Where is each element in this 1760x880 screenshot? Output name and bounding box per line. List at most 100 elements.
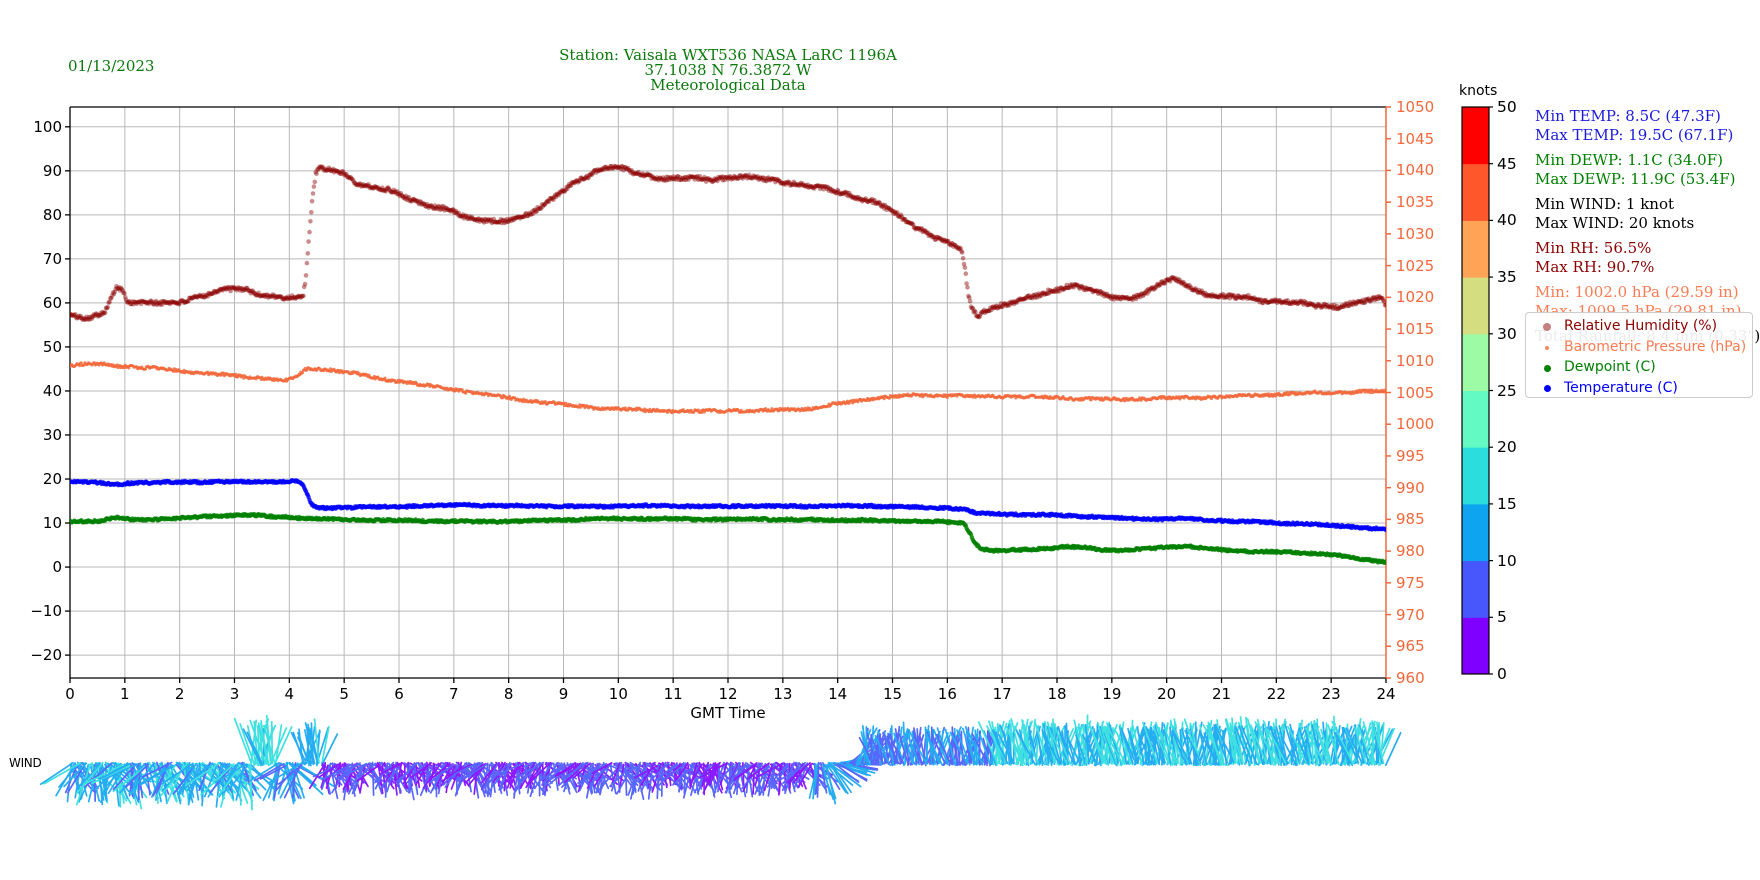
y-right-tick-1030: 1030: [1396, 224, 1435, 243]
chart-title-line1: Station: Vaisala WXT536 NASA LaRC 1196A: [559, 46, 897, 64]
y-left-tick-20: 20: [42, 470, 62, 488]
x-tick-19: 19: [1102, 685, 1122, 703]
y-right-tick-1035: 1035: [1396, 193, 1435, 212]
legend: Relative Humidity (%) Barometric Pressure…: [1525, 312, 1753, 398]
x-tick-18: 18: [1047, 685, 1067, 703]
y-right-tick-980: 980: [1396, 542, 1425, 561]
y-left-tick-100: 100: [33, 117, 62, 136]
wind-colorbar: [1461, 106, 1493, 675]
x-tick-9: 9: [558, 685, 569, 703]
wind-barbs: [39, 714, 1402, 811]
stat-line-3: Max DEWP: 11.9C (53.4F): [1535, 170, 1736, 188]
y-right-tick-1000: 1000: [1396, 415, 1435, 434]
x-tick-11: 11: [663, 685, 683, 703]
legend-item-label: Relative Humidity (%): [1564, 318, 1718, 334]
x-tick-15: 15: [882, 685, 903, 703]
y-right-tick-985: 985: [1396, 510, 1425, 529]
wind-row-label: WIND: [9, 756, 42, 770]
y-left-tick-90: 90: [42, 161, 62, 180]
colorbar-tick-15: 15: [1497, 494, 1517, 513]
chart-title-line2: 37.1038 N 76.3872 W: [644, 61, 812, 79]
y-left-tick--10: −10: [30, 602, 62, 621]
x-tick-17: 17: [992, 685, 1012, 703]
y-right-tick-965: 965: [1396, 637, 1425, 656]
y-right-tick-1025: 1025: [1396, 256, 1435, 275]
colorbar-tick-25: 25: [1497, 381, 1517, 400]
colorbar-tick-20: 20: [1497, 438, 1517, 457]
legend-item-2: Dewpoint (C): [1526, 358, 1752, 378]
date-label: 01/13/2023: [68, 57, 155, 75]
series-3-dots: [70, 478, 1386, 533]
x-tick-4: 4: [284, 685, 295, 703]
y-right-tick-960: 960: [1396, 669, 1425, 687]
stat-line-8: Min: 1002.0 hPa (29.59 in): [1535, 283, 1739, 301]
y-left-tick-60: 60: [42, 293, 62, 312]
y-left-tick--20: −20: [30, 646, 62, 665]
stat-line-4: Min WIND: 1 knot: [1535, 195, 1675, 213]
x-tick-20: 20: [1157, 685, 1177, 703]
y-right-tick-995: 995: [1396, 446, 1425, 465]
x-tick-13: 13: [773, 685, 793, 703]
x-tick-3: 3: [229, 685, 240, 703]
legend-item-0: Relative Humidity (%): [1526, 317, 1752, 337]
x-tick-16: 16: [937, 685, 957, 703]
x-tick-8: 8: [503, 685, 514, 703]
x-tick-21: 21: [1211, 685, 1232, 703]
x-tick-23: 23: [1321, 685, 1341, 703]
legend-item-3: Temperature (C): [1526, 379, 1752, 399]
x-tick-5: 5: [339, 685, 349, 703]
colorbar-tick-10: 10: [1497, 551, 1517, 570]
legend-item-1: Barometric Pressure (hPa): [1526, 338, 1752, 358]
legend-marker-dot-icon: [1543, 364, 1551, 372]
stat-line-7: Max RH: 90.7%: [1535, 258, 1655, 276]
y-right-tick-1005: 1005: [1396, 383, 1435, 402]
series-0-dots: [70, 163, 1386, 323]
colorbar-tick-45: 45: [1497, 154, 1517, 173]
legend-marker-dot-icon: [1543, 385, 1551, 392]
x-tick-7: 7: [449, 685, 459, 703]
x-axis-title: GMT Time: [690, 704, 766, 722]
legend-marker-dot-icon: [1543, 323, 1551, 331]
stat-line-2: Min DEWP: 1.1C (34.0F): [1535, 151, 1723, 169]
y-left-tick-70: 70: [42, 249, 62, 268]
x-tick-22: 22: [1266, 685, 1286, 703]
x-tick-14: 14: [828, 685, 848, 703]
x-tick-2: 2: [174, 685, 185, 703]
x-tick-24: 24: [1376, 685, 1396, 703]
y-left-tick-80: 80: [42, 205, 62, 224]
y-right-tick-1045: 1045: [1396, 129, 1435, 148]
stat-line-1: Max TEMP: 19.5C (67.1F): [1535, 126, 1734, 144]
series-2-dots: [70, 511, 1386, 565]
colorbar-tick-0: 0: [1497, 665, 1507, 683]
y-right-tick-1050: 1050: [1396, 98, 1435, 116]
y-right-tick-1010: 1010: [1396, 351, 1435, 370]
x-tick-1: 1: [120, 685, 130, 703]
x-tick-12: 12: [718, 685, 738, 703]
stat-line-5: Max WIND: 20 knots: [1535, 214, 1695, 232]
stat-line-6: Min RH: 56.5%: [1535, 239, 1652, 257]
y-right-tick-970: 970: [1396, 605, 1425, 624]
y-right-tick-975: 975: [1396, 573, 1425, 592]
legend-item-label: Temperature (C): [1564, 379, 1678, 396]
colorbar-tick-40: 40: [1497, 211, 1517, 230]
colorbar-tick-50: 50: [1497, 98, 1517, 116]
y-left-tick-10: 10: [42, 514, 62, 533]
series-1-dots: [70, 361, 1386, 415]
legend-marker-dot-icon: [1545, 345, 1549, 350]
stat-line-0: Min TEMP: 8.5C (47.3F): [1535, 107, 1721, 125]
y-right-tick-1040: 1040: [1396, 161, 1435, 180]
y-right-tick-990: 990: [1396, 478, 1425, 497]
legend-item-label: Dewpoint (C): [1564, 359, 1656, 375]
gridlines: [70, 107, 1386, 678]
y-right-tick-1015: 1015: [1396, 320, 1435, 339]
colorbar-tick-30: 30: [1497, 324, 1517, 343]
y-left-tick-30: 30: [42, 425, 62, 444]
chart-title-line3: Meteorological Data: [650, 76, 806, 94]
y-left-tick-0: 0: [52, 558, 62, 577]
x-tick-6: 6: [394, 685, 404, 703]
y-left-tick-50: 50: [42, 337, 62, 356]
legend-item-label: Barometric Pressure (hPa): [1564, 338, 1747, 355]
colorbar-tick-5: 5: [1497, 608, 1507, 627]
